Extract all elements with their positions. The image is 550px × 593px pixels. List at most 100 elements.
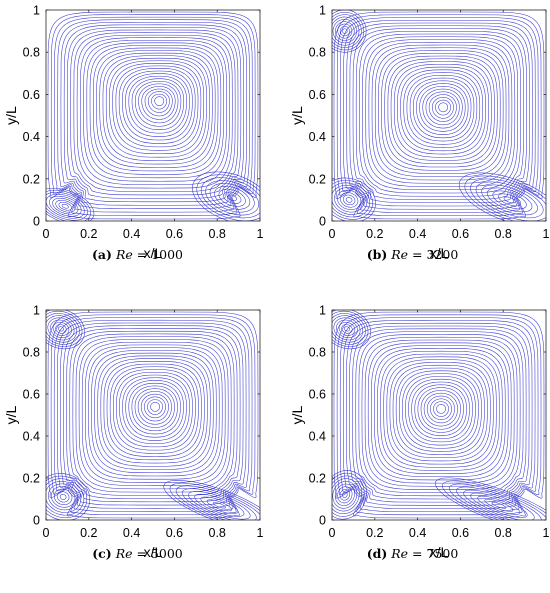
primary-streamline — [380, 353, 500, 471]
secondary-streamline — [163, 480, 260, 520]
primary-streamline — [122, 70, 193, 141]
primary-streamline — [78, 339, 229, 486]
secondary-streamline — [194, 493, 245, 517]
secondary-streamline — [332, 182, 370, 218]
x-tick-label: 0.6 — [166, 526, 183, 540]
secondary-streamline — [470, 492, 528, 518]
secondary-streamline — [46, 310, 85, 350]
x-axis-label: x/L — [430, 544, 449, 560]
primary-streamline — [144, 88, 173, 117]
secondary-streamline — [332, 14, 362, 48]
y-tick-label: 0.2 — [23, 472, 40, 486]
y-axis-label: y/L — [289, 106, 305, 125]
secondary-streamline — [200, 177, 260, 219]
secondary-streamline — [200, 496, 239, 514]
secondary-streamline — [51, 486, 76, 508]
plot-frame — [331, 309, 547, 521]
primary-streamline — [73, 32, 236, 192]
primary-streamline — [359, 33, 521, 194]
primary-streamline — [119, 374, 190, 444]
primary-streamline — [97, 355, 211, 467]
secondary-streamline — [332, 480, 358, 509]
secondary-streamline — [332, 478, 360, 512]
primary-streamline — [88, 347, 220, 477]
secondary-streamline — [333, 317, 361, 341]
primary-streamline — [106, 363, 202, 457]
primary-streamline — [57, 19, 250, 209]
primary-streamline — [91, 350, 217, 474]
secondary-streamline — [332, 310, 371, 350]
primary-streamline — [125, 380, 184, 438]
secondary-streamline — [46, 189, 92, 221]
y-tick-label: 0 — [33, 514, 40, 528]
primary-streamline — [150, 402, 160, 412]
y-tick-label: 0.4 — [23, 130, 40, 144]
primary-streamline — [112, 63, 202, 151]
panel-caption: (b) Re = 3200 — [366, 247, 459, 262]
plot-frame — [331, 9, 547, 222]
primary-streamline — [405, 376, 476, 446]
panel-caption: (a) Re = 1000 — [92, 247, 183, 262]
secondary-streamline — [58, 201, 72, 211]
secondary-streamline — [332, 475, 363, 515]
primary-streamline — [140, 393, 169, 422]
x-tick-label: 0.8 — [495, 526, 512, 540]
primary-streamline — [131, 78, 185, 130]
primary-streamline — [333, 11, 545, 220]
secondary-streamline — [475, 181, 544, 219]
primary-streamline — [411, 381, 470, 440]
secondary-streamline — [61, 203, 69, 209]
primary-streamline — [431, 97, 454, 119]
secondary-streamline — [458, 172, 546, 221]
primary-streamline — [349, 25, 530, 204]
y-tick-label: 0 — [319, 514, 326, 528]
primary-streamline — [367, 342, 512, 484]
primary-streamline — [435, 99, 451, 116]
primary-streamline — [100, 358, 208, 464]
x-tick-label: 0 — [329, 227, 336, 241]
secondary-streamline — [332, 315, 364, 343]
y-tick-label: 0.8 — [23, 346, 40, 360]
secondary-streamline — [206, 499, 232, 512]
plot-frame — [45, 9, 261, 222]
secondary-streamline — [342, 28, 348, 34]
y-tick-label: 1 — [33, 304, 40, 318]
x-tick-label: 1 — [257, 227, 264, 241]
panel-caption: (d) Re = 7500 — [366, 546, 459, 561]
secondary-streamline — [332, 313, 366, 345]
secondary-streamline — [47, 317, 75, 341]
secondary-streamline — [53, 488, 73, 505]
y-tick-label: 0.4 — [309, 430, 326, 444]
secondary-streamline — [58, 326, 64, 332]
secondary-streamline — [342, 194, 356, 206]
primary-streamline — [76, 34, 233, 189]
x-tick-label: 0.8 — [209, 526, 226, 540]
y-tick-label: 1 — [33, 4, 40, 18]
primary-streamline — [96, 50, 216, 168]
primary-streamline — [154, 96, 165, 106]
secondary-streamline — [337, 23, 353, 39]
primary-streamline — [63, 24, 244, 203]
secondary-streamline — [46, 191, 88, 221]
primary-streamline — [60, 21, 247, 206]
primary-streamline — [417, 387, 464, 433]
secondary-streamline — [338, 321, 356, 336]
secondary-streamline — [486, 187, 533, 213]
x-tick-label: 0.6 — [166, 227, 183, 241]
primary-streamline — [81, 341, 226, 483]
primary-streamline — [128, 75, 187, 134]
secondary-streamline — [449, 483, 546, 520]
primary-streamline — [125, 73, 190, 137]
secondary-streamline — [46, 187, 95, 221]
x-tick-label: 1 — [543, 526, 550, 540]
streamlines — [332, 310, 546, 520]
primary-streamline — [147, 91, 170, 113]
secondary-streamline — [332, 180, 373, 220]
primary-streamline — [118, 68, 196, 144]
primary-streamline — [406, 75, 478, 145]
secondary-streamline — [49, 195, 82, 217]
primary-streamline — [63, 325, 244, 503]
secondary-streamline — [456, 486, 542, 520]
primary-streamline — [433, 401, 449, 417]
